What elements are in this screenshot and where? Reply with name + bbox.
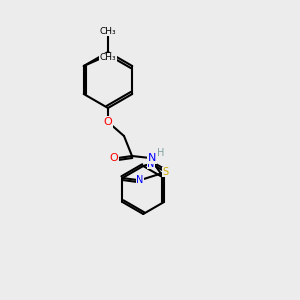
- Text: S: S: [163, 167, 169, 177]
- Text: O: O: [110, 153, 118, 163]
- Text: O: O: [103, 117, 112, 127]
- Text: N: N: [148, 153, 156, 163]
- Text: H: H: [157, 148, 165, 158]
- Text: N: N: [136, 175, 143, 185]
- Text: N: N: [148, 153, 156, 163]
- Text: N: N: [148, 159, 155, 169]
- Text: CH₃: CH₃: [99, 53, 116, 62]
- Text: H: H: [156, 148, 164, 158]
- Text: CH₃: CH₃: [100, 26, 116, 35]
